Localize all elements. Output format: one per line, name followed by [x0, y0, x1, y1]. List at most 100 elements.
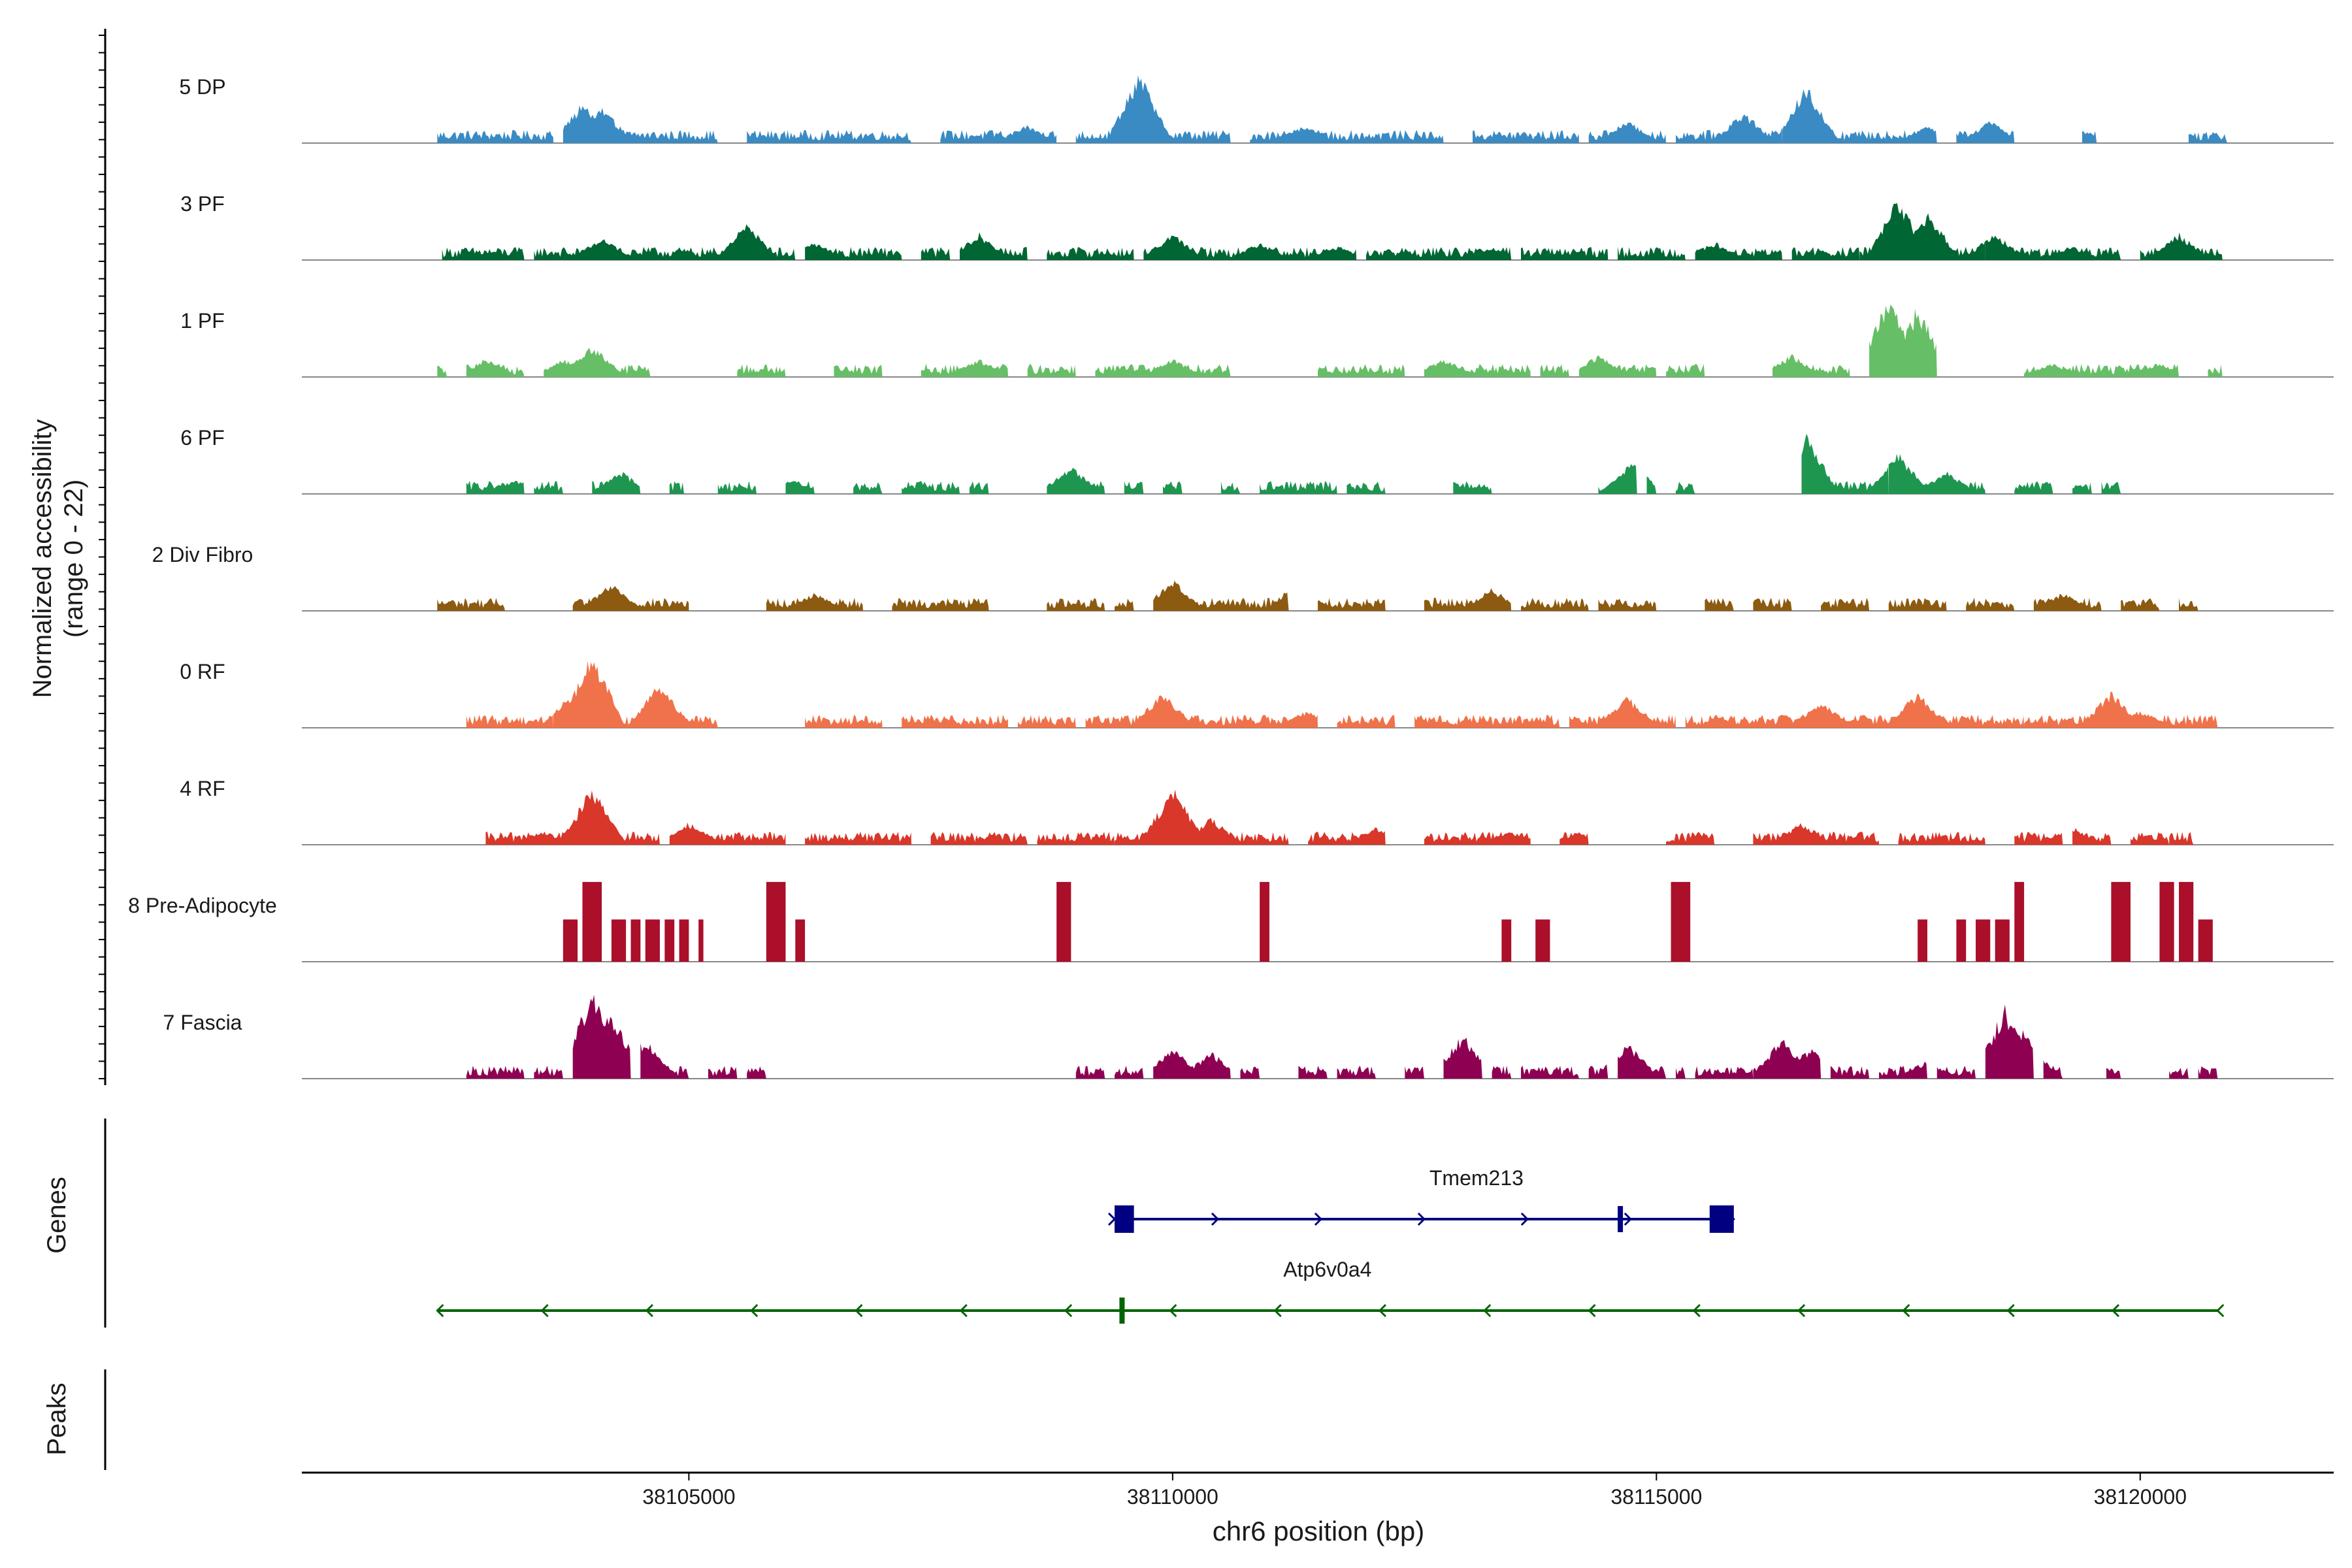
- coverage-area: [1473, 130, 1579, 143]
- strand-arrow: [1064, 1303, 1073, 1318]
- track-6-pf: 6 PF: [180, 426, 2334, 495]
- coverage-area: [442, 247, 525, 260]
- accessibility-block: [664, 919, 675, 962]
- accessibility-block: [1260, 881, 1269, 962]
- coverage-area: [2014, 832, 2063, 845]
- coverage-area: [1830, 1066, 1870, 1079]
- coverage-area: [1075, 75, 1231, 143]
- accessibility-block: [1995, 919, 2010, 962]
- accessibility-block: [698, 919, 704, 962]
- coverage-area: [2121, 598, 2160, 611]
- coverage-area: [1879, 1061, 1927, 1079]
- gene-atp6v0a4: Atp6v0a4: [436, 1258, 2225, 1324]
- strand-arrow: [1107, 1212, 1117, 1226]
- strand-arrow: [959, 1303, 968, 1318]
- coverage-area: [1753, 1039, 1821, 1079]
- track-7-fascia: 7 Fascia: [163, 994, 2334, 1079]
- track-1-pf: 1 PF: [180, 304, 2334, 378]
- coverage-area: [437, 130, 553, 143]
- gene-name: Atp6v0a4: [1283, 1258, 1371, 1281]
- coverage-area: [1753, 823, 1879, 845]
- genes-panel: Genes Tmem213 Atp6v0a4: [42, 1119, 2225, 1328]
- coverage-area: [969, 481, 989, 494]
- accessibility-block: [1918, 919, 1927, 962]
- coverage-area: [1588, 1064, 1609, 1079]
- coverage-area: [1337, 715, 1396, 728]
- strand-arrow: [2111, 1303, 2120, 1318]
- peaks-panel: Peaks: [42, 1369, 106, 1470]
- coverage-area: [534, 1066, 563, 1079]
- track-label: 5 DP: [179, 75, 225, 99]
- track-8-pre-adipocyte: 8 Pre-Adipocyte: [128, 881, 2334, 962]
- strand-arrow: [1314, 1212, 1323, 1226]
- coverage-area: [2208, 365, 2223, 377]
- coverage-area: [785, 481, 815, 494]
- coverage-area: [1414, 714, 1560, 728]
- coverage-area: [805, 715, 883, 728]
- coverage-area: [1075, 1066, 1105, 1079]
- panel-label: Genes: [42, 1177, 71, 1254]
- coverage-area: [1966, 597, 2015, 611]
- coverage-area: [1124, 481, 1144, 494]
- coverage-area: [1540, 364, 1569, 377]
- coverage-area: [2169, 832, 2194, 845]
- coverage-area: [1143, 235, 1357, 260]
- coverage-area: [1220, 481, 1241, 494]
- coverage-area: [805, 832, 911, 845]
- coverage-area: [717, 481, 757, 494]
- coverage-area: [1037, 832, 1115, 845]
- position-axis: 38105000 38110000 38115000 38120000: [302, 1471, 2334, 1509]
- accessibility-block: [1956, 919, 1967, 962]
- coverage-area: [1578, 355, 1657, 377]
- strand-arrow: [1520, 1212, 1529, 1226]
- gene-exon: [1618, 1206, 1624, 1232]
- coverage-area: [1618, 247, 1686, 260]
- accessibility-block: [645, 919, 660, 962]
- coverage-area: [747, 1066, 766, 1079]
- coverage-area: [940, 125, 1057, 143]
- strand-arrow: [1378, 1303, 1387, 1318]
- track-label: 2 Div Fibro: [152, 543, 253, 566]
- accessibility-block: [1671, 881, 1691, 962]
- coverage-area: [1676, 1066, 1686, 1079]
- track-5-dp: 5 DP: [179, 75, 2334, 144]
- coverage-area: [805, 243, 902, 260]
- track-label: 1 PF: [180, 309, 225, 333]
- coverage-area: [1521, 1066, 1579, 1079]
- coverage-area: [2198, 1066, 2218, 1079]
- coverage-area: [1676, 482, 1695, 494]
- accessibility-block: [1501, 919, 1512, 962]
- coverage-area: [2169, 1068, 2189, 1079]
- track-label: 7 Fascia: [163, 1011, 242, 1034]
- coverage-area: [1240, 1066, 1260, 1079]
- coverage-area: [1308, 827, 1386, 845]
- coverage-area: [1366, 247, 1512, 260]
- coverage-area: [1521, 598, 1589, 611]
- coverage-area: [2106, 1068, 2121, 1079]
- coverage-area: [2024, 691, 2218, 728]
- coverage-area: [1424, 360, 1531, 377]
- coverage-area: [1260, 481, 1337, 494]
- accessibility-block: [2159, 881, 2174, 962]
- x-axis-label: chr6 position (bp): [1213, 1516, 1425, 1546]
- coverage-area: [1443, 1037, 1482, 1079]
- coverage-area: [466, 480, 525, 494]
- accessibility-block: [2198, 919, 2213, 962]
- coverage-area: [1405, 1066, 1424, 1079]
- gene-name: Tmem213: [1429, 1166, 1524, 1190]
- coverage-area: [1492, 1066, 1512, 1079]
- coverage-area: [1453, 481, 1492, 494]
- coverage-area: [1801, 433, 1889, 494]
- strand-arrow: [436, 1303, 444, 1318]
- x-tick-label: 38110000: [1127, 1485, 1218, 1509]
- coverage-area: [1685, 693, 2025, 728]
- coverage-area: [592, 472, 641, 494]
- coverage-area: [1646, 476, 1657, 494]
- accessibility-block: [563, 919, 578, 962]
- coverage-area: [2140, 232, 2223, 260]
- coverage-area: [1298, 1066, 1328, 1079]
- accessibility-block: [2111, 881, 2131, 962]
- strand-arrow: [855, 1303, 863, 1318]
- coverage-area: [902, 481, 960, 494]
- coverage-area: [2101, 482, 2121, 494]
